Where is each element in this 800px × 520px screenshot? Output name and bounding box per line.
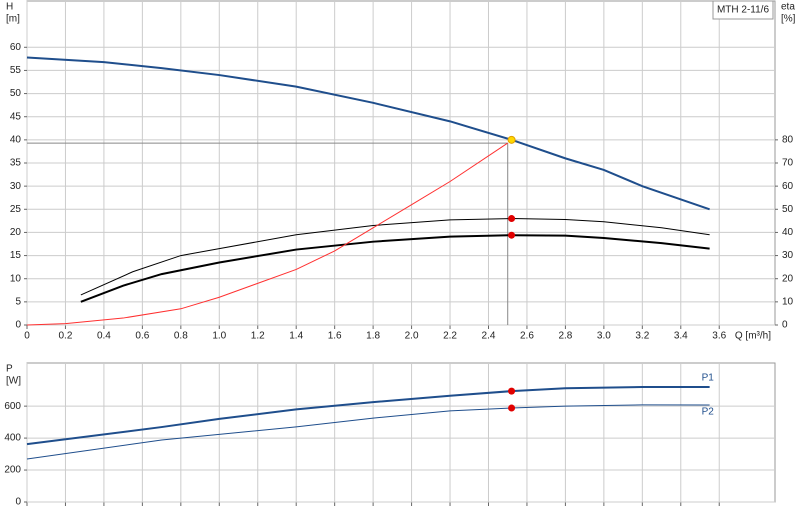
title-box <box>712 0 774 20</box>
y-tick-label: 30 <box>10 181 22 192</box>
curve <box>26 56 710 211</box>
y2-axis-label: [%] <box>781 14 796 25</box>
y-tick-label: 400 <box>4 433 21 444</box>
y-tick-label: 45 <box>10 111 22 122</box>
series-label: P1 <box>702 373 715 384</box>
operating-point <box>508 231 516 239</box>
x-tick-label: 3.0 <box>597 331 611 342</box>
y-tick-label: 10 <box>10 273 22 284</box>
operating-point <box>508 404 516 412</box>
x-tick-label: 2.2 <box>443 331 457 342</box>
x-tick-label: 0.4 <box>97 331 111 342</box>
chart-title: MTH 2-11/6 <box>717 5 769 16</box>
operating-point <box>508 215 516 223</box>
y2-axis-label: eta <box>781 2 795 13</box>
y-axis-label: H <box>6 2 13 13</box>
y-tick-label: 15 <box>10 250 22 261</box>
y2-tick-label: 20 <box>782 273 794 284</box>
y-tick-label: 55 <box>10 65 22 76</box>
curve <box>80 234 710 303</box>
curve <box>80 218 710 296</box>
plot-area <box>26 362 776 503</box>
y2-tick-label: 0 <box>782 320 788 331</box>
curve <box>26 385 710 446</box>
y2-tick-label: 60 <box>782 181 794 192</box>
operating-point <box>508 387 516 395</box>
y-tick-label: 5 <box>15 296 21 307</box>
x-tick-label: 1.6 <box>328 331 342 342</box>
x-tick-label: 0.8 <box>174 331 188 342</box>
y2-tick-label: 80 <box>782 134 794 145</box>
x-tick-label: 1.0 <box>212 331 226 342</box>
x-tick-label: 1.2 <box>251 331 265 342</box>
y2-tick-label: 70 <box>782 158 794 169</box>
curve <box>26 142 508 326</box>
curve <box>26 404 710 460</box>
y-tick-label: 35 <box>10 158 22 169</box>
y-tick-label: 40 <box>10 134 22 145</box>
x-tick-label: 2.8 <box>558 331 572 342</box>
x-tick-label: 3.4 <box>674 331 688 342</box>
operating-point <box>507 135 516 144</box>
y-tick-label: 25 <box>10 204 22 215</box>
x-tick-label: 3.6 <box>712 331 726 342</box>
x-tick-label: 0 <box>24 331 30 342</box>
x-tick-label: 1.8 <box>366 331 380 342</box>
x-tick-label: 1.4 <box>289 331 303 342</box>
series-label: P2 <box>702 407 715 418</box>
y-tick-label: 50 <box>10 88 22 99</box>
x-tick-label: 2.4 <box>482 331 496 342</box>
y2-tick-label: 40 <box>782 227 794 238</box>
x-tick-label: 3.2 <box>635 331 649 342</box>
y-axis-label: [W] <box>6 376 21 387</box>
y-tick-label: 60 <box>10 42 22 53</box>
x-tick-label: 2.6 <box>520 331 534 342</box>
y-axis-label: [m] <box>6 14 20 25</box>
y2-tick-label: 10 <box>782 296 794 307</box>
y-tick-label: 200 <box>4 465 21 476</box>
y-tick-label: 600 <box>4 401 21 412</box>
y2-tick-label: 30 <box>782 250 794 261</box>
y-axis-label: P <box>6 364 13 375</box>
y2-tick-label: 50 <box>782 204 794 215</box>
y-tick-label: 0 <box>15 497 21 508</box>
y-tick-label: 20 <box>10 227 22 238</box>
x-axis-label: Q [m³/h] <box>735 331 771 342</box>
x-tick-label: 0.2 <box>59 331 73 342</box>
x-tick-label: 0.6 <box>135 331 149 342</box>
x-tick-label: 2.0 <box>405 331 419 342</box>
y-tick-label: 0 <box>15 320 21 331</box>
